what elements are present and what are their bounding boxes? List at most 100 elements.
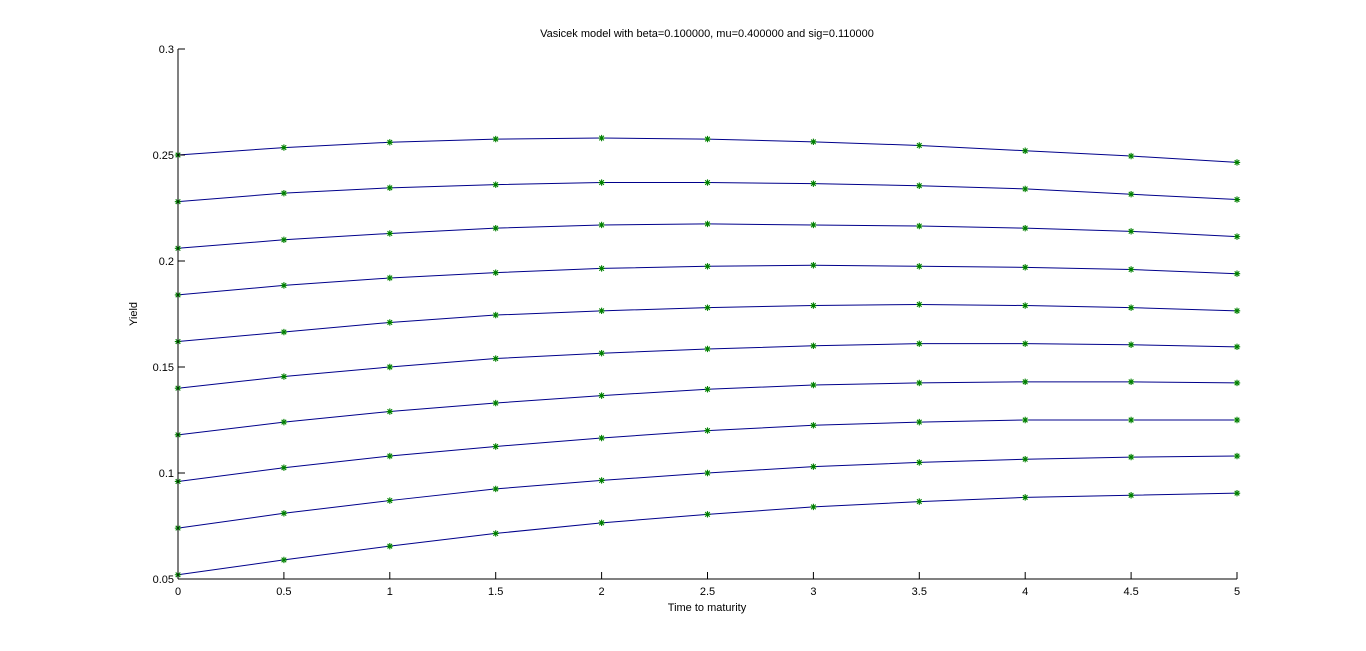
data-point [704, 220, 711, 228]
data-point [280, 282, 288, 289]
data-point [1233, 416, 1241, 424]
x-tick-label: 5 [1234, 586, 1240, 598]
y-tick-label: 0.05 [153, 574, 174, 586]
y-tick-label: 0.15 [153, 362, 174, 374]
data-point [1233, 196, 1241, 203]
x-tick-label: 4.5 [1123, 586, 1138, 598]
data-point [1233, 159, 1241, 166]
data-point [598, 134, 605, 142]
data-point [1233, 233, 1241, 240]
data-point [704, 304, 711, 311]
x-axis-label: Time to maturity [668, 602, 747, 614]
data-point [1022, 378, 1029, 386]
x-tick-label: 0 [175, 586, 181, 598]
data-point [280, 328, 288, 336]
data-point [810, 381, 817, 389]
x-tick-label: 1.5 [488, 586, 503, 598]
data-point [598, 392, 605, 399]
data-point [810, 503, 817, 511]
data-point [386, 319, 393, 326]
plot-area [178, 49, 1237, 579]
series-8 [174, 416, 1241, 485]
data-point [386, 408, 393, 415]
data-point [916, 182, 923, 189]
data-point [1022, 185, 1029, 193]
data-point [1127, 266, 1135, 273]
x-tick-label: 2 [599, 586, 605, 598]
y-tick-label: 0.2 [159, 256, 174, 268]
series-9 [174, 452, 1241, 532]
data-point [916, 263, 923, 270]
series-2 [174, 179, 1241, 205]
data-point [810, 463, 817, 470]
data-point [1022, 147, 1029, 154]
data-point [916, 222, 923, 230]
data-point [280, 556, 288, 564]
data-point [492, 355, 499, 362]
data-point [280, 373, 288, 380]
series-3 [174, 220, 1241, 252]
data-point [1127, 416, 1135, 424]
data-point [1127, 191, 1135, 198]
series-10 [174, 489, 1241, 578]
data-point [386, 452, 393, 460]
x-tick-label: 0.5 [276, 586, 291, 598]
data-point [1233, 307, 1241, 315]
data-point [1127, 378, 1135, 386]
data-point [492, 443, 499, 450]
data-point [386, 184, 393, 192]
data-point [1022, 494, 1029, 501]
data-point [1127, 492, 1135, 499]
data-point [492, 269, 499, 276]
x-tick-label: 4 [1022, 586, 1028, 598]
data-point [492, 181, 499, 188]
data-point [1022, 302, 1029, 309]
chart-title: Vasicek model with beta=0.100000, mu=0.4… [540, 28, 874, 40]
data-point [1233, 452, 1241, 460]
data-point [598, 265, 605, 272]
data-point [386, 497, 393, 504]
data-point [916, 379, 923, 387]
data-point [1022, 456, 1029, 463]
data-point [1127, 453, 1135, 461]
data-point [280, 189, 288, 197]
data-point [916, 459, 923, 466]
series-layer [174, 134, 1241, 578]
data-point [492, 485, 499, 493]
data-point [386, 230, 393, 237]
data-point [492, 530, 499, 537]
data-point [492, 224, 499, 232]
data-point [492, 135, 499, 143]
data-point [1233, 489, 1241, 497]
data-point [1022, 264, 1029, 271]
series-5 [174, 301, 1241, 345]
data-point [1233, 343, 1241, 351]
data-point [916, 142, 923, 149]
data-point [598, 477, 605, 484]
data-point [386, 274, 393, 282]
data-point [386, 363, 393, 371]
data-point [810, 221, 817, 229]
data-point [810, 422, 817, 429]
y-tick-label: 0.1 [159, 468, 174, 480]
data-point [810, 180, 817, 187]
data-point [704, 469, 711, 477]
data-point [492, 311, 499, 319]
series-4 [174, 262, 1241, 299]
data-point [1233, 270, 1241, 277]
x-tick-label: 3 [810, 586, 816, 598]
data-point [386, 542, 393, 550]
data-point [1127, 304, 1135, 311]
data-point [810, 138, 817, 146]
data-point [1233, 379, 1241, 387]
data-point [704, 511, 711, 518]
data-point [704, 135, 711, 143]
data-point [810, 262, 817, 269]
data-point [1127, 228, 1135, 235]
data-point [280, 144, 288, 151]
data-point [916, 498, 923, 505]
axes-layer: 0 0.5 1 1.5 2 2.5 3 3.5 4 4.5 5 0.05 0.1 0.15 0.2 0.25 0… [153, 44, 1240, 598]
x-tick-label: 1 [387, 586, 393, 598]
data-point [598, 350, 605, 357]
y-tick-label: 0.3 [159, 44, 174, 56]
